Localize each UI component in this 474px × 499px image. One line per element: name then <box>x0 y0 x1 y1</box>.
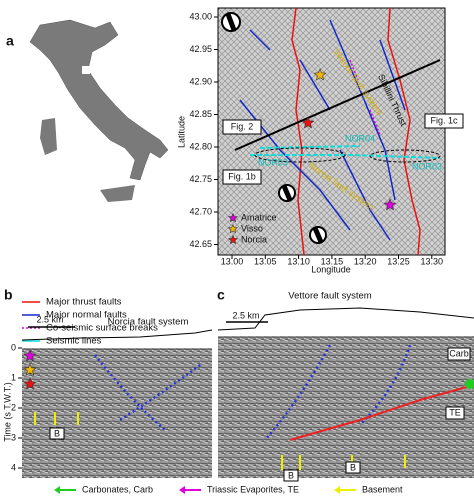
legend-star <box>227 212 239 223</box>
seismic-image <box>22 348 212 478</box>
y-tick-label: 2 <box>11 402 16 412</box>
epicenter <box>301 116 315 129</box>
legend-star <box>23 363 37 376</box>
y-tick-label: 42.65 <box>189 239 212 249</box>
panel-label: b <box>4 287 13 303</box>
y-tick-label: 42.90 <box>189 76 212 86</box>
normal-fault <box>239 19 406 241</box>
legend-arrowhead <box>54 486 60 494</box>
scale-label: 2.5 km <box>36 314 63 324</box>
topography <box>21 329 213 341</box>
map-legend-label: Amatrice <box>241 212 277 222</box>
legend-arrowhead <box>334 486 340 494</box>
thrust-fault <box>387 7 421 256</box>
x-tick-label: 13.15 <box>321 256 344 266</box>
italy-map <box>29 19 169 181</box>
y-tick-label: 4 <box>11 462 16 472</box>
y-tick-label: 3 <box>11 432 16 442</box>
y-axis-title: Latitude <box>176 116 186 148</box>
callout-box <box>222 169 262 185</box>
sardinia <box>40 118 57 155</box>
legend-label: Co-seismic surface breaks <box>46 323 158 334</box>
surface-breaks <box>349 59 381 136</box>
legend-label: Carbonates, Carb <box>82 484 153 494</box>
seismic-lines <box>250 145 441 159</box>
legend-label: Major thrust faults <box>46 297 122 308</box>
map-legend-label: Visso <box>241 223 263 233</box>
interpreted-fault <box>94 354 201 431</box>
x-tick-label: 13.30 <box>421 256 444 266</box>
callout-label: Fig. 1b <box>228 171 256 181</box>
epicenter <box>313 68 327 81</box>
label-box <box>445 406 465 420</box>
thrust-fault <box>291 7 305 256</box>
legend-star <box>23 377 37 390</box>
y-tick-label: 0 <box>11 342 16 352</box>
y-tick-label: 42.75 <box>189 174 212 184</box>
x-tick-label: 13.10 <box>287 256 310 266</box>
x-tick-label: 13.25 <box>387 256 410 266</box>
carb-label: Carb <box>449 348 469 358</box>
callout-box <box>222 119 262 135</box>
y-tick-label: 42.95 <box>189 44 212 54</box>
label-box <box>447 347 471 361</box>
y-tick-label: 42.70 <box>189 206 212 216</box>
legend-label: Basement <box>362 484 403 494</box>
panel-label: a <box>6 33 14 49</box>
legend-label: Seismic lines <box>46 336 102 347</box>
y-tick-label: 42.85 <box>189 109 212 119</box>
topography <box>217 307 474 331</box>
legend-star <box>23 349 37 362</box>
legend-label: Major normal faults <box>46 310 127 321</box>
section-title: Vettore fault system <box>288 291 372 302</box>
label-box <box>345 461 361 474</box>
seismic-image <box>218 336 474 478</box>
callout-box <box>424 113 464 129</box>
x-tick-label: 13.00 <box>221 256 244 266</box>
thrust-horizon <box>289 384 474 441</box>
y-tick-label: 42.80 <box>189 141 212 151</box>
y-tick-label: 43.00 <box>189 11 212 21</box>
legend-star <box>227 223 239 234</box>
callout <box>369 149 441 163</box>
sicily <box>100 185 135 202</box>
basement-arrows <box>281 455 406 470</box>
seismic-profile <box>234 59 441 151</box>
callout <box>254 147 346 163</box>
study-area <box>82 66 90 74</box>
line-label: NOR03 <box>412 161 442 171</box>
y-axis-title: Time (s T.W.T.) <box>2 382 12 442</box>
legend-label: Triassic Evaporites, TE <box>207 484 299 494</box>
carb-marker <box>465 379 474 389</box>
x-axis-title: Longitude <box>311 264 351 274</box>
map-legend-label: Norcia <box>241 234 267 244</box>
panel-label: c <box>217 287 225 303</box>
legend-arrowhead <box>179 486 185 494</box>
legend-star <box>227 234 239 245</box>
basement-arrows <box>34 412 79 425</box>
callout-label: Fig. 1c <box>430 115 458 125</box>
x-tick-label: 13.20 <box>354 256 377 266</box>
basement-label: B <box>54 428 60 438</box>
x-tick-label: 13.05 <box>254 256 277 266</box>
te-label: TE <box>449 407 461 417</box>
basement-label: B <box>350 462 356 472</box>
line-label: NOR03 <box>258 157 288 167</box>
label-box <box>283 469 299 482</box>
line-label: NOR04 <box>345 133 375 143</box>
callout-label: Fig. 2 <box>231 121 254 131</box>
y-tick-label: 1 <box>11 372 16 382</box>
label-box <box>49 427 65 440</box>
basement-label: B <box>288 470 294 480</box>
section-title: Norcia fault system <box>108 317 189 328</box>
beachballs <box>221 12 327 244</box>
scale-label: 2.5 km <box>232 310 259 320</box>
epicenter <box>383 198 397 211</box>
